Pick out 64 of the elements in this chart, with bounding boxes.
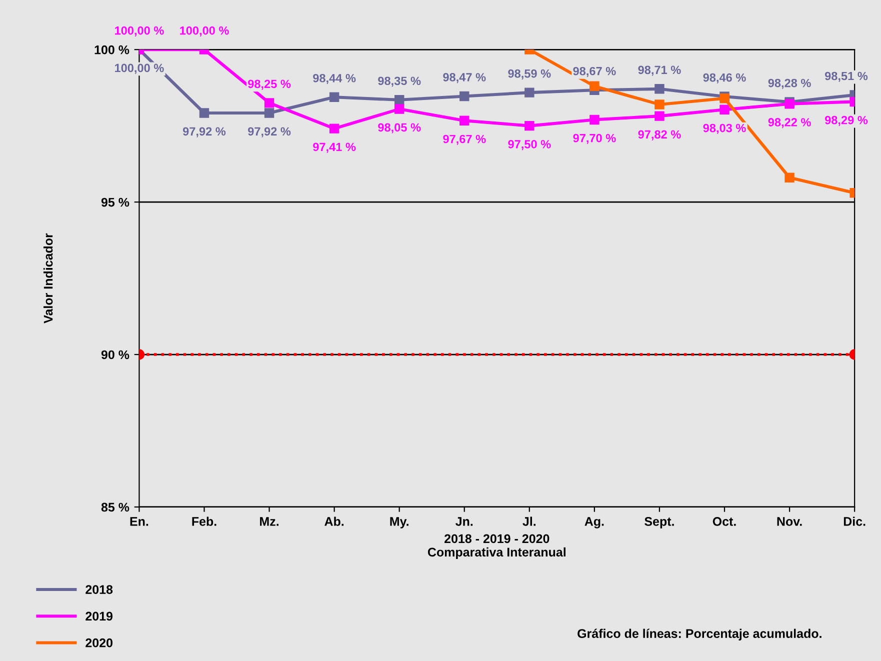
point (199, 108, 210, 118)
x-tick-label: Jl. (522, 516, 536, 526)
point (329, 124, 340, 134)
point (654, 100, 664, 110)
data-label: 100,00 % (115, 26, 164, 36)
point (720, 104, 730, 115)
data-label: 98,03 % (703, 124, 746, 134)
data-label: 97,50 % (508, 140, 551, 150)
x-tick-label: Ag. (584, 517, 604, 528)
point (460, 116, 470, 126)
data-label: 98,05 % (378, 123, 421, 134)
point (524, 120, 534, 131)
data-label: 98,28 % (768, 78, 811, 89)
data-label: 100,00 % (180, 26, 229, 36)
data-label: 97,67 % (443, 134, 486, 145)
y-axis-title: Valor Indicador (43, 233, 53, 324)
x-tick-label: Nov. (777, 517, 802, 526)
point (590, 81, 600, 92)
point (460, 91, 470, 102)
x-axis-title: 2018 - 2019 - 2020 Comparativa Interanual (428, 534, 566, 560)
point (590, 114, 600, 125)
data-label: 97,70 % (573, 134, 616, 144)
data-label: 97,41 % (313, 142, 356, 153)
y-tick-label: 100 % (94, 45, 130, 54)
text: Gráfico de líneas: Porcentaje acumulado. (578, 628, 822, 640)
x-tick-label: En. (130, 517, 148, 526)
x-tick-label: Sept. (644, 517, 674, 528)
point (654, 84, 664, 94)
data-label: 97,92 % (182, 127, 226, 138)
point (329, 92, 340, 102)
x-tick-label: Mz. (260, 517, 278, 526)
point (654, 111, 664, 121)
data-label: 98,59 % (508, 69, 551, 80)
data-label: 98,29 % (824, 116, 868, 126)
data-label: 98,71 % (638, 66, 681, 76)
data-label: 97,82 % (638, 130, 681, 140)
x-tick-label: Dic. (844, 516, 866, 526)
data-label: 98,25 % (248, 80, 291, 90)
point (394, 95, 404, 105)
data-label: 98,67 % (573, 66, 616, 78)
point (524, 88, 534, 98)
data-label: 98,46 % (703, 73, 746, 84)
point (394, 104, 404, 114)
legend-label: 2019 (86, 612, 113, 621)
y-tick-label: 85 % (101, 502, 130, 512)
x-tick-label: Ab. (324, 516, 344, 526)
legend-label: 2018 (86, 585, 113, 594)
data-label: 98,22 % (768, 118, 811, 128)
point (264, 108, 274, 118)
data-label: 98,35 % (378, 76, 421, 87)
data-label: 100,00 % (115, 64, 164, 74)
y-tick-label: 90 % (101, 350, 130, 360)
x-tick-label: Oct. (712, 517, 736, 526)
x-tick-label: Feb. (192, 516, 216, 526)
y-tick-label: 95 % (101, 198, 130, 207)
legend-label: 2020 (86, 638, 112, 648)
data-label: 97,92 % (248, 127, 291, 138)
point (784, 172, 794, 183)
data-label: 98,47 % (443, 73, 486, 84)
x-tick-label: Jn. (456, 517, 473, 526)
data-label: 98,44 % (313, 74, 356, 84)
x-tick-label: My. (390, 517, 408, 528)
data-label: 98,51 % (824, 72, 868, 82)
point (264, 98, 274, 108)
